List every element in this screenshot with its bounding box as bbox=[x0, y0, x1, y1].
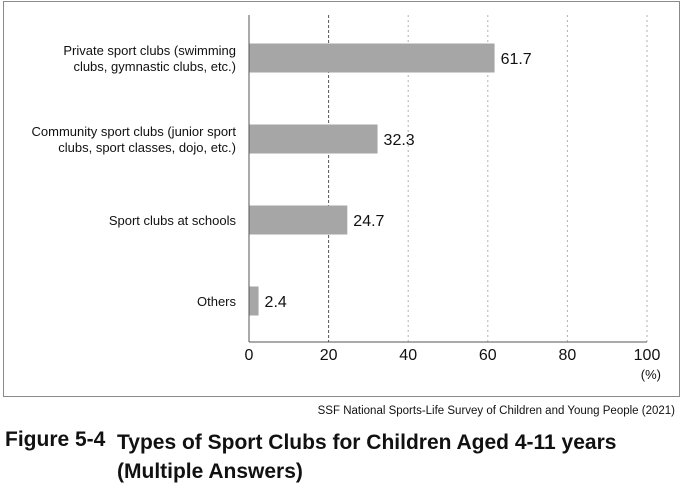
bar-chart: 61.7 32.3 24.7 2.4 Private sport clubs (swim… bbox=[32, 15, 661, 382]
bar-3 bbox=[249, 205, 348, 235]
bar-2 bbox=[249, 124, 378, 154]
x-tick-label-60: 60 bbox=[479, 347, 497, 364]
bar-1 bbox=[249, 43, 495, 73]
x-tick-label-0: 0 bbox=[245, 347, 254, 364]
x-tick-label-40: 40 bbox=[399, 347, 417, 364]
figure-title-line-2: (Multiple Answers) bbox=[117, 460, 303, 483]
x-tick-label-20: 20 bbox=[320, 347, 338, 364]
category-label-4: Others bbox=[197, 294, 237, 309]
figure-title: Types of Sport Clubs for Children Aged 4… bbox=[117, 428, 677, 486]
value-label-1: 61.7 bbox=[501, 51, 532, 68]
bar-4 bbox=[249, 286, 259, 316]
category-label-1-line-2: clubs, gymnastic clubs, etc.) bbox=[73, 59, 236, 74]
value-label-3: 24.7 bbox=[353, 213, 384, 230]
figure-number: Figure 5-4 bbox=[5, 428, 106, 451]
figure-title-line-1: Types of Sport Clubs for Children Aged 4… bbox=[117, 431, 617, 454]
category-label-2-line-1: Community sport clubs (junior sport bbox=[32, 124, 237, 139]
source-note: SSF National Sports-Life Survey of Child… bbox=[317, 405, 675, 417]
value-label-4: 2.4 bbox=[265, 294, 287, 311]
chart-frame: 61.7 32.3 24.7 2.4 Private sport clubs (swim… bbox=[3, 1, 680, 397]
x-tick-label-80: 80 bbox=[559, 347, 577, 364]
category-label-1-line-1: Private sport clubs (swimming bbox=[63, 43, 236, 58]
x-tick-label-100: 100 bbox=[634, 347, 661, 364]
category-label-3: Sport clubs at schools bbox=[109, 213, 237, 228]
category-label-2-line-2: clubs, sport classes, dojo, etc.) bbox=[58, 140, 236, 155]
x-unit-label: (%) bbox=[641, 367, 661, 382]
value-label-2: 32.3 bbox=[384, 132, 415, 149]
